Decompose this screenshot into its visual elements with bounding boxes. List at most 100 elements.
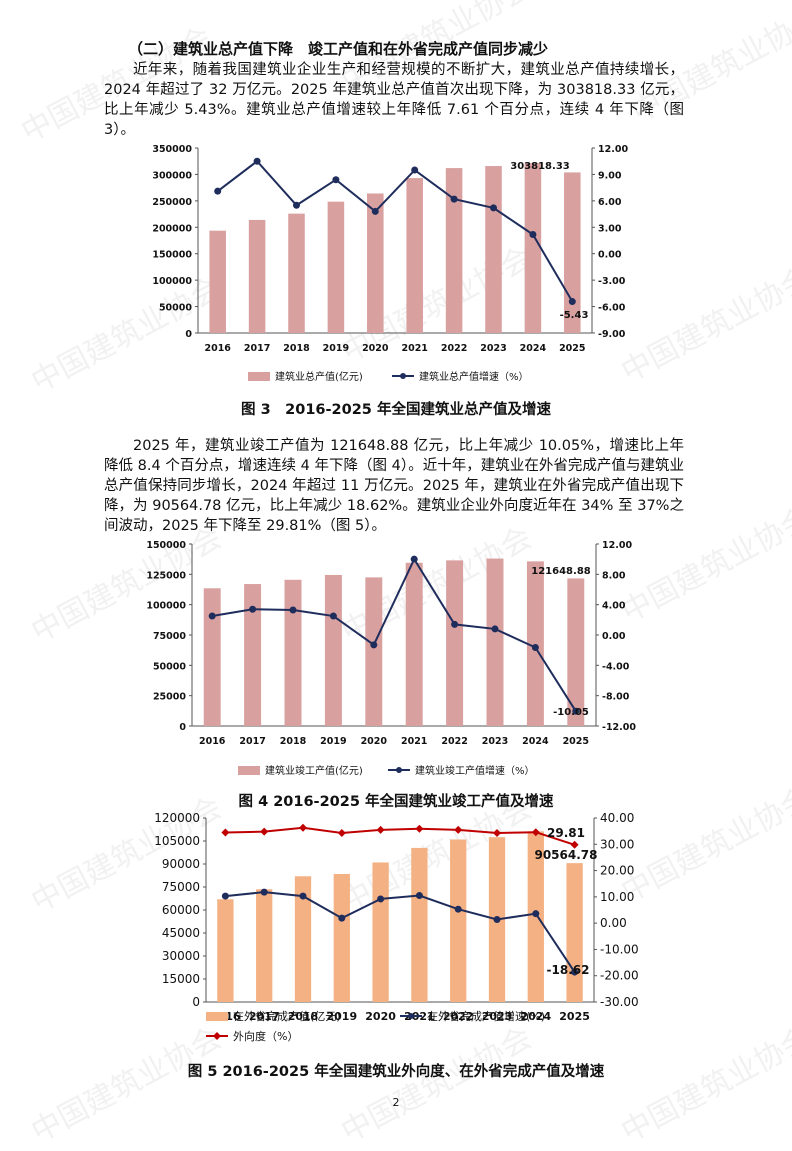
series-point <box>570 840 579 849</box>
left-tick-label: 25000 <box>153 692 186 703</box>
x-tick-label: 2021 <box>401 343 427 354</box>
x-tick-label: 2024 <box>520 1010 551 1023</box>
series-point <box>221 828 230 837</box>
series-point <box>531 828 540 837</box>
series-point <box>571 968 579 976</box>
left-tick-label: 45000 <box>162 926 200 940</box>
x-tick-label: 2020 <box>365 1010 396 1023</box>
x-tick-label: 2018 <box>288 1010 319 1023</box>
x-tick-label: 2017 <box>239 736 265 747</box>
x-tick-label: 2023 <box>482 1010 513 1023</box>
series-point <box>260 827 269 836</box>
left-tick-label: 90000 <box>162 857 200 871</box>
bar <box>450 839 467 1002</box>
x-tick-label: 2022 <box>441 343 467 354</box>
bar <box>445 168 463 333</box>
bar <box>524 163 542 333</box>
bar <box>485 166 502 333</box>
series-point <box>221 892 229 900</box>
legend-swatch <box>248 372 270 381</box>
bar <box>209 230 226 333</box>
data-label: 303818.33 <box>510 161 570 172</box>
series-line <box>217 159 574 303</box>
x-tick-label: 2018 <box>280 736 307 747</box>
right-tick-label: -10.00 <box>600 942 639 956</box>
bar <box>294 876 312 1002</box>
series-point <box>451 620 459 628</box>
x-tick-label: 2017 <box>244 343 270 354</box>
series-point <box>572 707 580 715</box>
right-tick-label: 8.00 <box>602 570 626 581</box>
series-point <box>454 905 462 913</box>
right-tick-label: -30.00 <box>600 995 639 1009</box>
series-point <box>493 828 501 837</box>
legend-label: 建筑业总产值增速（%） <box>419 370 529 383</box>
left-tick-label: 50000 <box>153 661 186 672</box>
left-tick-label: 125000 <box>146 570 186 581</box>
left-tick-label: 200000 <box>152 223 192 234</box>
legend-marker <box>396 767 402 773</box>
series-point <box>370 641 378 649</box>
bar <box>486 558 504 726</box>
x-tick-label: 2020 <box>361 736 388 747</box>
x-tick-label: 2024 <box>522 736 549 747</box>
series-point <box>208 612 216 620</box>
legend-label: 在外省完成产值(亿元) <box>233 1009 341 1023</box>
left-tick-label: 100000 <box>152 276 192 287</box>
series-point <box>491 625 499 633</box>
right-tick-label: 0.00 <box>600 916 627 930</box>
x-tick-label: 2025 <box>559 1010 590 1023</box>
chart-completed-output: 0 25000 50000 75000 100000 125000 150000 -12.00… <box>146 540 636 777</box>
left-tick-label: 75000 <box>162 880 200 894</box>
caption-figure-3: 图 3 2016-2025 年全国建筑业总产值及增速 <box>241 402 551 418</box>
series-point <box>249 605 257 613</box>
series-point <box>337 828 346 837</box>
x-tick-label: 2019 <box>320 736 346 747</box>
bar <box>284 579 302 726</box>
bar <box>333 873 350 1002</box>
left-tick-label: 0 <box>185 329 192 340</box>
series-point <box>493 915 501 923</box>
series-point <box>289 606 297 614</box>
bar <box>566 863 583 1002</box>
series-point <box>299 892 307 900</box>
series-point <box>411 166 419 174</box>
bar <box>203 588 221 726</box>
left-tick-label: 300000 <box>152 170 192 181</box>
bar <box>288 213 305 333</box>
series-point <box>529 231 537 239</box>
right-tick-label: -20.00 <box>600 969 639 983</box>
bar <box>406 178 423 333</box>
series-point <box>531 644 539 652</box>
right-tick-label: 10.00 <box>600 890 634 904</box>
legend-marker <box>408 1013 414 1019</box>
right-tick-label: -6.00 <box>598 303 626 314</box>
left-tick-label: 105000 <box>154 834 200 848</box>
right-tick-label: -12.00 <box>602 722 636 733</box>
x-tick-label: 2018 <box>283 343 310 354</box>
x-tick-label: 2020 <box>362 343 389 354</box>
left-tick-label: 100000 <box>146 601 186 612</box>
left-tick-label: 15000 <box>162 972 200 986</box>
bar <box>411 847 428 1002</box>
right-tick-label: 30.00 <box>600 837 634 851</box>
series-line <box>225 891 576 973</box>
left-tick-label: 150000 <box>152 250 192 261</box>
left-tick-label: 75000 <box>153 631 186 642</box>
right-tick-label: 9.00 <box>598 170 622 181</box>
bar <box>367 193 384 333</box>
series-point <box>377 895 385 903</box>
caption-figure-5: 图 5 2016-2025 年全国建筑业外向度、在外省完成产值及增速 <box>187 1064 605 1080</box>
right-tick-label: 12.00 <box>598 144 628 155</box>
left-tick-label: 120000 <box>154 812 200 825</box>
series-point <box>260 888 268 896</box>
left-tick-label: 30000 <box>162 949 200 963</box>
series-point <box>415 824 424 833</box>
legend-label: 建筑业竣工产值增速（%） <box>415 764 535 777</box>
left-tick-label: 150000 <box>146 540 186 551</box>
data-label: -10.05 <box>553 707 589 718</box>
x-tick-label: 2025 <box>563 736 589 747</box>
right-tick-label: 20.00 <box>600 864 634 878</box>
bar <box>324 574 342 726</box>
right-tick-label: 4.00 <box>602 601 626 612</box>
